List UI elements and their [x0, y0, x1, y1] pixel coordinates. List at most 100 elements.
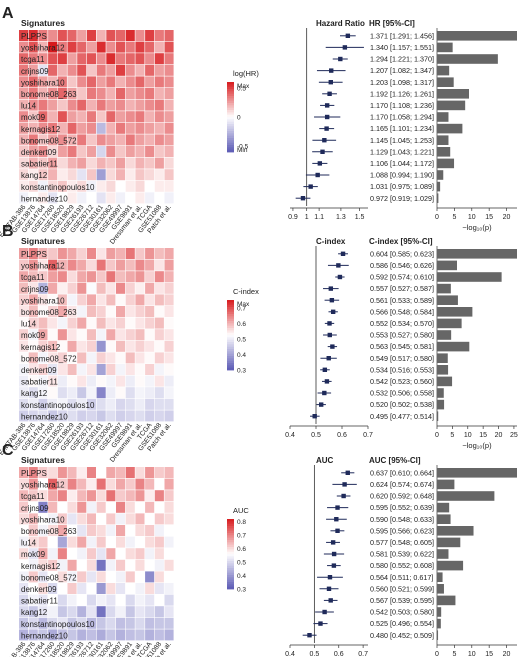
heatmap-cell [116, 41, 126, 53]
bar [437, 65, 450, 76]
heatmap-cell [38, 192, 48, 204]
heatmap-cell [77, 157, 87, 169]
heatmap-cell [96, 583, 106, 594]
heatmap-cell [125, 317, 135, 329]
heatmap-cell [28, 375, 38, 387]
bar-tick-label: 15 [485, 214, 493, 221]
heatmap-cell [19, 53, 29, 65]
heatmap-cell [38, 525, 48, 536]
heatmap-cell [67, 525, 77, 536]
heatmap-cell [154, 294, 164, 306]
heatmap-cell [145, 478, 155, 490]
heatmap-cell [106, 41, 116, 53]
heatmap-cell [125, 271, 135, 283]
heatmap-cell [106, 501, 116, 513]
heatmap-cell [135, 571, 145, 583]
heatmap-cell [145, 501, 155, 513]
heatmap-cell [19, 88, 29, 99]
signature-label: mok09 [21, 331, 46, 340]
heatmap-cell [106, 282, 116, 294]
heatmap-cell [19, 282, 29, 294]
signature-label: lu14 [21, 539, 37, 548]
heatmap-cell [125, 387, 135, 399]
heatmap-cell [38, 146, 48, 157]
signature-label: yoshihara12 [21, 262, 65, 271]
heatmap-cell [154, 559, 164, 571]
heatmap-cell [116, 169, 126, 181]
point-estimate [328, 80, 333, 85]
ci-header: HR [95%-CI] [369, 19, 415, 28]
heatmap-cell [106, 294, 116, 306]
heatmap-cell [164, 501, 174, 513]
heatmap-cell [164, 594, 174, 606]
heatmap-cell [96, 76, 106, 88]
heatmap-cell [86, 352, 96, 364]
heatmap-cell [86, 617, 96, 629]
heatmap-cell [48, 271, 58, 283]
heatmap-cell [154, 525, 164, 536]
heatmap-cell [77, 99, 87, 111]
heatmap-cell [57, 282, 67, 294]
heatmap-cell [48, 501, 58, 513]
legend-title: log(HR) [233, 69, 259, 78]
heatmap-cell [145, 259, 155, 271]
bar [437, 411, 439, 421]
heatmap-cell [28, 536, 38, 548]
heatmap-cell [19, 536, 29, 548]
heatmap-cell [57, 375, 67, 387]
heatmap-cell [106, 536, 116, 548]
point-estimate [331, 551, 337, 557]
heatmap-cell [86, 501, 96, 513]
heatmap-cell [154, 340, 164, 352]
heatmap-cell [67, 629, 77, 641]
heatmap-cell [135, 594, 145, 606]
heatmap-cell [77, 41, 87, 53]
heatmap-cell [48, 76, 58, 88]
heatmap-cell [67, 536, 77, 548]
legend-swatch [227, 96, 234, 99]
bar [437, 54, 498, 64]
heatmap-cell [125, 259, 135, 271]
heatmap-cell [135, 387, 145, 399]
ci-text: 0.595 [0.552; 0.639] [370, 503, 434, 512]
heatmap-cell [96, 64, 106, 76]
signature-label: bonome08_572 [21, 136, 77, 145]
heatmap-cell [28, 617, 38, 629]
heatmap-cell [67, 111, 77, 123]
heatmap-cell [38, 134, 48, 146]
bar [437, 595, 456, 606]
heatmap-cell [28, 259, 38, 271]
legend-swatch [227, 307, 234, 310]
heatmap-cell [106, 146, 116, 157]
point-estimate [330, 344, 335, 349]
heatmap-cell [86, 30, 96, 41]
bar [437, 147, 451, 157]
heatmap-cell [106, 629, 116, 641]
bar [437, 77, 454, 87]
heatmap-cell [145, 169, 155, 181]
heatmap-cell [77, 306, 87, 317]
heatmap-cell [67, 53, 77, 65]
heatmap-cell [106, 410, 116, 422]
signature-label: lu14 [21, 320, 37, 329]
legend-swatch [227, 89, 234, 92]
heatmap-cell [135, 30, 145, 41]
bar [437, 135, 449, 145]
heatmap-cell [116, 536, 126, 548]
heatmap-cell [106, 271, 116, 283]
legend-swatch [227, 349, 234, 352]
heatmap-cell [38, 375, 48, 387]
legend-swatch [227, 316, 234, 320]
heatmap-cell [57, 157, 67, 169]
heatmap-cell [57, 306, 67, 317]
heatmap-cell [106, 64, 116, 76]
heatmap-cell [48, 559, 58, 571]
ci-text: 1.031 [0.975; 1.089] [370, 182, 434, 191]
heatmap-cell [125, 559, 135, 571]
heatmap-cell [48, 606, 58, 618]
heatmap-cell [67, 501, 77, 513]
heatmap-cell [164, 398, 174, 410]
heatmap-cell [164, 157, 174, 169]
heatmap-cell [96, 525, 106, 536]
point-estimate [320, 149, 325, 154]
